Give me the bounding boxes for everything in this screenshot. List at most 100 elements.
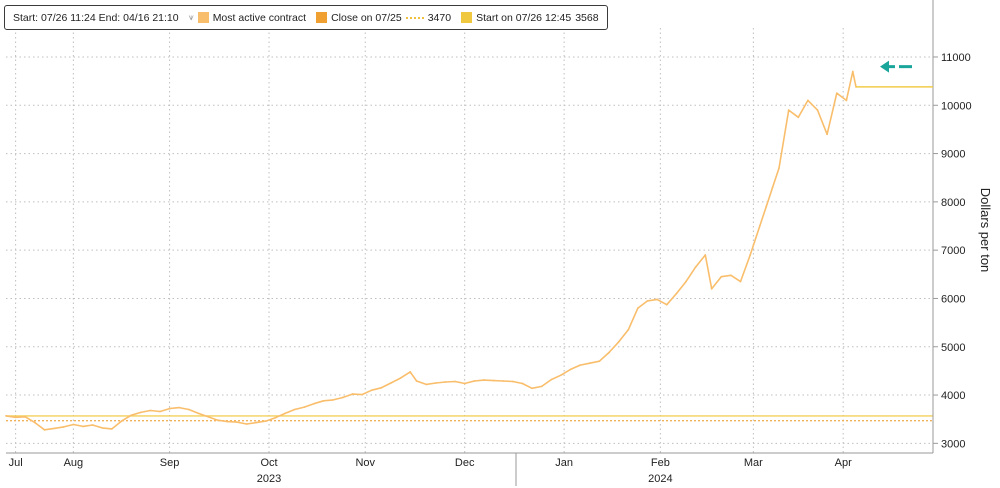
data-point	[5, 415, 7, 417]
data-point	[178, 406, 181, 409]
y-tick-label: 7000	[941, 245, 965, 257]
data-point	[409, 370, 412, 373]
series-layer	[5, 70, 857, 431]
data-point	[454, 380, 456, 383]
data-point	[758, 225, 761, 227]
data-point	[492, 379, 495, 382]
data-point	[617, 341, 620, 343]
data-point	[284, 412, 286, 415]
axes: 3000 4000 5000 6000 7000 8000 9000 10000 11000 Ju…	[6, 0, 972, 486]
data-point	[540, 385, 543, 388]
data-point	[851, 70, 854, 73]
data-point	[463, 382, 466, 385]
arrow-head-icon	[880, 60, 889, 73]
legend-start-value: 3568	[575, 11, 599, 24]
data-point	[685, 280, 687, 283]
data-point	[322, 399, 325, 402]
legend-close-label: Close on 07/25	[331, 11, 402, 24]
data-point	[694, 266, 697, 268]
data-point	[598, 360, 601, 363]
start-swatch-icon	[461, 12, 473, 23]
data-point	[511, 380, 514, 383]
data-point	[91, 424, 94, 426]
data-point	[588, 362, 591, 365]
data-point	[665, 303, 668, 306]
pin-icon: ⩛	[188, 12, 194, 22]
x-month-label: Jul	[9, 457, 23, 469]
data-point	[560, 374, 562, 377]
close-swatch-icon	[316, 12, 328, 23]
data-point	[293, 408, 296, 411]
data-point	[778, 167, 780, 169]
data-point	[120, 420, 123, 423]
data-point	[399, 377, 402, 380]
data-point	[425, 383, 428, 386]
y-tick-label: 4000	[941, 390, 965, 402]
data-point	[675, 292, 678, 295]
x-year-label: 2024	[648, 473, 672, 485]
data-point	[264, 420, 267, 423]
y-tick-label: 11000	[941, 52, 971, 64]
data-point	[787, 109, 790, 112]
data-point	[72, 423, 75, 426]
x-month-label: Apr	[835, 457, 852, 469]
dotted-line-icon	[405, 16, 424, 19]
data-point	[216, 419, 219, 422]
data-point	[43, 428, 46, 431]
data-point	[415, 380, 418, 382]
x-month-label: Nov	[355, 457, 375, 469]
data-point	[361, 393, 363, 396]
legend-item-series[interactable]: ⩛ Most active contract	[189, 12, 306, 24]
data-point	[749, 254, 752, 256]
legend-item-start[interactable]: Start on 07/26 12:45 3568	[461, 12, 599, 24]
data-point	[110, 427, 113, 430]
data-point	[730, 274, 732, 277]
data-point	[579, 364, 582, 367]
data-point	[380, 386, 383, 389]
data-point	[502, 380, 505, 382]
data-point	[444, 381, 447, 383]
legend-series-label: Most active contract	[212, 11, 307, 24]
data-point	[14, 416, 17, 419]
data-point	[139, 411, 142, 414]
x-year-label: 2023	[257, 473, 281, 485]
data-point	[187, 408, 190, 411]
data-point	[845, 99, 848, 102]
legend[interactable]: Start: 07/26 11:24 End: 04/16 21:10 ⩛ Mo…	[4, 5, 608, 30]
data-point	[816, 109, 819, 112]
y-tick-label: 5000	[941, 342, 965, 354]
data-point	[303, 406, 306, 409]
data-point	[627, 328, 630, 331]
data-point	[313, 402, 315, 405]
y-tick-label: 6000	[941, 293, 965, 305]
data-point	[226, 420, 229, 423]
data-point	[274, 416, 277, 419]
data-point	[646, 299, 649, 302]
legend-item-close[interactable]: Close on 07/25 3470	[316, 12, 451, 24]
series-line-most-active-contract	[5, 70, 857, 431]
data-point	[236, 421, 238, 423]
data-point	[159, 410, 161, 413]
data-point	[826, 133, 829, 136]
data-point	[62, 426, 65, 428]
data-point	[521, 382, 524, 385]
data-point	[101, 426, 104, 429]
data-point	[255, 421, 258, 424]
x-month-label: Sep	[160, 457, 180, 469]
data-point	[569, 368, 572, 371]
x-month-label: Jan	[555, 457, 573, 469]
data-point	[473, 380, 476, 382]
data-point	[370, 389, 373, 392]
data-point	[807, 99, 809, 102]
data-point	[608, 351, 610, 354]
data-point	[390, 382, 392, 384]
y-tick-label: 3000	[941, 438, 965, 450]
data-point	[720, 275, 723, 278]
data-point	[710, 287, 713, 290]
data-point	[797, 116, 800, 119]
y-axis-label: Dollars per ton	[978, 188, 993, 273]
data-point	[197, 412, 200, 415]
y-tick-label: 8000	[941, 197, 965, 209]
reference-lines	[6, 415, 933, 422]
